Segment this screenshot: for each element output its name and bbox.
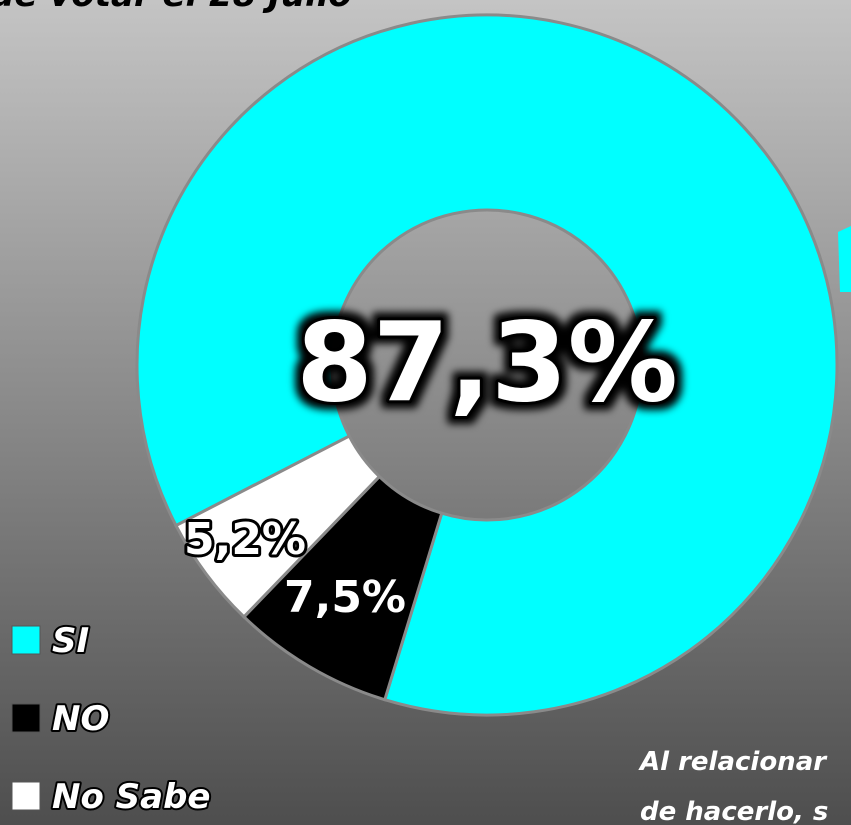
legend-swatch	[11, 781, 41, 811]
slice	[135, 13, 839, 717]
value-label: 87,3%	[296, 298, 678, 426]
decoration	[838, 226, 851, 292]
chart-title: de votar el 28 Julio	[0, 0, 352, 15]
donut	[135, 13, 839, 717]
annotation: de hacerlo, s	[640, 797, 828, 825]
legend-label: NO	[52, 699, 109, 739]
legend-label: SI	[52, 621, 89, 661]
value-label: 5,2%	[184, 514, 306, 565]
legend: SI NO No Sabe	[11, 619, 212, 819]
legend-swatch	[11, 703, 41, 733]
legend-swatch	[11, 625, 41, 655]
annotation: Al relacionar	[638, 747, 828, 777]
labels: 87,3% 7,5% 5,2%	[181, 295, 681, 626]
legend-label: No Sabe	[52, 777, 210, 817]
value-label: 7,5%	[284, 572, 406, 623]
slice	[173, 434, 382, 619]
